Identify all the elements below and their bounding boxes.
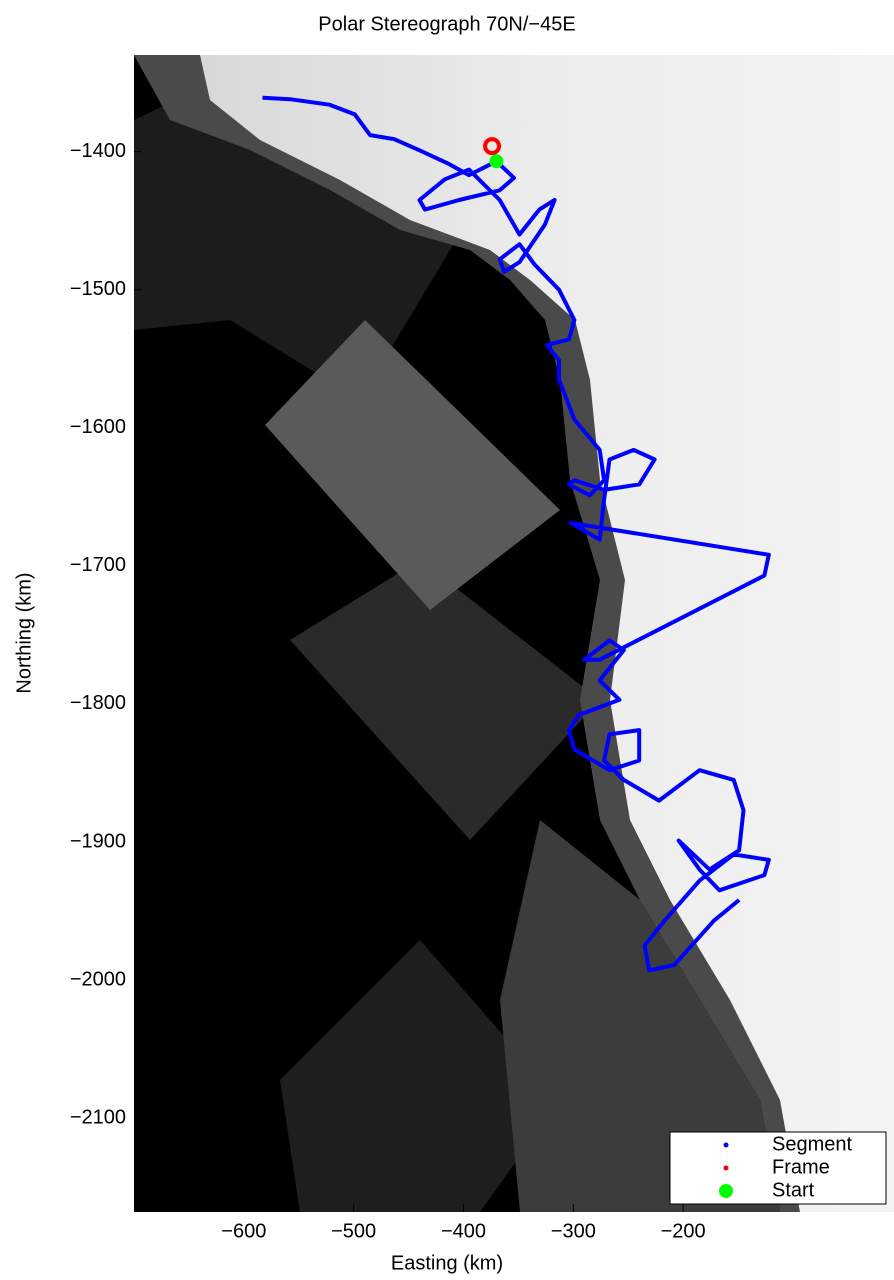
x-axis-label: Easting (km) [391,1252,503,1274]
y-tick-label: −1500 [70,278,126,300]
x-tick-label: −400 [441,1220,486,1242]
legend-box [669,1131,887,1205]
y-axis-label: Northing (km) [13,572,35,693]
y-tick-label: −1600 [70,416,126,438]
frame-marker [483,137,502,156]
legend-label: Frame [772,1156,830,1178]
y-tick-label: −1700 [70,554,126,576]
x-tick-label: −300 [551,1220,596,1242]
legend-label: Segment [772,1133,852,1155]
y-tick-label: −1900 [70,830,126,852]
x-tick-label: −200 [661,1220,706,1242]
y-tick-label: −2000 [70,968,126,990]
legend-label: Start [772,1179,815,1201]
y-tick-label: −1800 [70,692,126,714]
legend-swatch [723,1165,729,1171]
y-tick-label: −1400 [70,140,126,162]
x-tick-label: −500 [331,1220,376,1242]
chart-title: Polar Stereograph 70N/−45E [318,13,575,35]
satellite-background [134,55,894,1212]
start-marker [489,154,504,169]
legend-swatch [723,1142,729,1148]
legend-swatch [719,1184,733,1198]
flight-track [262,95,771,973]
x-tick-label: −600 [221,1220,266,1242]
y-tick-label: −2100 [70,1106,126,1128]
